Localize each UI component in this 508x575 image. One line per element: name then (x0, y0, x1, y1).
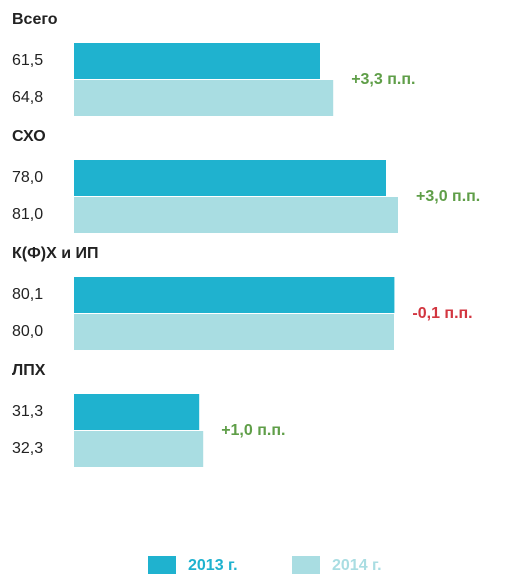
value-label: 61,5 (12, 52, 43, 69)
category-label: ЛПХ (12, 362, 46, 379)
bar (74, 314, 394, 350)
category-label: Всего (12, 11, 58, 28)
value-label: 31,3 (12, 403, 43, 420)
value-label: 64,8 (12, 89, 43, 106)
legend-label: 2014 г. (332, 557, 382, 574)
annotation: -0,1 п.п. (412, 305, 472, 322)
bar (74, 431, 204, 467)
value-label: 32,3 (12, 440, 43, 457)
annotation: +3,0 п.п. (416, 188, 480, 205)
value-label: 80,1 (12, 286, 43, 303)
bar (74, 160, 386, 196)
category-label: СХО (12, 128, 46, 145)
legend-label: 2013 г. (188, 557, 238, 574)
legend-swatch (292, 556, 320, 574)
annotation: +3,3 п.п. (351, 71, 415, 88)
category-label: К(Ф)Х и ИП (12, 245, 98, 262)
bar (74, 197, 398, 233)
bar (74, 80, 334, 116)
value-label: 81,0 (12, 206, 43, 223)
bar (74, 394, 200, 430)
bar (74, 43, 320, 79)
value-label: 78,0 (12, 169, 43, 186)
legend-swatch (148, 556, 176, 574)
annotation: +1,0 п.п. (221, 422, 285, 439)
value-label: 80,0 (12, 323, 43, 340)
bar (74, 277, 395, 313)
